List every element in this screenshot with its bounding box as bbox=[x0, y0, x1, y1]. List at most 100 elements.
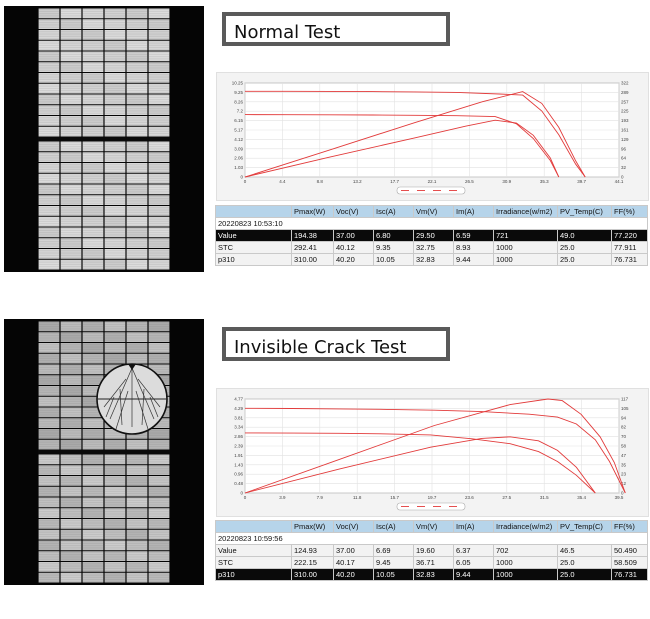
el-cell bbox=[60, 94, 82, 105]
table-header-cell: Isc(A) bbox=[373, 205, 414, 218]
el-cell bbox=[60, 19, 82, 29]
el-cell bbox=[60, 418, 82, 428]
x-tick-label: 3.9 bbox=[279, 495, 286, 500]
el-cell bbox=[126, 529, 148, 540]
el-cell bbox=[38, 486, 60, 497]
el-cell bbox=[60, 364, 82, 375]
el-cell bbox=[104, 206, 126, 216]
el-cell bbox=[38, 163, 60, 173]
el-cell bbox=[82, 407, 104, 418]
el-image-crack bbox=[4, 319, 204, 585]
el-cell bbox=[148, 259, 170, 270]
el-cell bbox=[148, 238, 170, 248]
x-tick-label: 4.4 bbox=[279, 179, 286, 184]
el-cell bbox=[60, 105, 82, 115]
x-tick-label: 8.8 bbox=[317, 179, 324, 184]
x-tick-label: 44.1 bbox=[615, 179, 624, 184]
el-cell bbox=[82, 551, 104, 561]
el-cell bbox=[82, 353, 104, 364]
el-cell bbox=[126, 94, 148, 105]
el-cell bbox=[60, 227, 82, 238]
table-cell: 76.731 bbox=[611, 253, 648, 266]
iv-chart-svg-normal: 0 4.4 8.8 13.2 17.7 22.1 26.5 30.9 35.3 39.7 44.10… bbox=[232, 81, 629, 195]
table-cell: 25.0 bbox=[557, 241, 612, 254]
table-cell: 76.731 bbox=[611, 568, 648, 581]
el-cell bbox=[126, 216, 148, 227]
y-left-tick-label: 2.39 bbox=[234, 444, 243, 449]
el-cell bbox=[60, 249, 82, 259]
el-cell bbox=[104, 343, 126, 353]
el-cell bbox=[82, 375, 104, 385]
el-cell bbox=[126, 195, 148, 205]
el-cell bbox=[60, 184, 82, 195]
el-cell bbox=[104, 332, 126, 342]
el-cell bbox=[38, 321, 60, 332]
el-cell bbox=[104, 105, 126, 115]
el-cell bbox=[148, 364, 170, 375]
el-cell bbox=[60, 529, 82, 540]
el-cell bbox=[38, 116, 60, 126]
title-box-crack: Invisible Crack Test bbox=[222, 327, 450, 361]
el-cell bbox=[38, 19, 60, 29]
el-cell bbox=[82, 429, 104, 439]
y-right-tick-label: 225 bbox=[621, 109, 629, 114]
y-left-tick-label: 1.43 bbox=[234, 462, 243, 467]
el-cell bbox=[126, 62, 148, 72]
el-cell bbox=[60, 321, 82, 332]
table-header-cell: PV_Temp(C) bbox=[557, 520, 612, 533]
el-cell bbox=[60, 454, 82, 465]
el-cell bbox=[148, 540, 170, 551]
el-module-crack bbox=[4, 319, 204, 585]
el-cell bbox=[82, 216, 104, 227]
table-cell: 9.45 bbox=[373, 556, 414, 569]
crack-line bbox=[149, 396, 159, 418]
y-right-tick-label: 82 bbox=[621, 425, 627, 430]
table-cell: 1000 bbox=[493, 253, 558, 266]
table-header-cell: Pmax(W) bbox=[291, 520, 334, 533]
table-cell: 77.220 bbox=[611, 229, 648, 242]
el-cell bbox=[104, 195, 126, 205]
y-right-tick-label: 35 bbox=[621, 462, 627, 467]
table-cell: 40.17 bbox=[333, 556, 374, 569]
el-cell bbox=[60, 62, 82, 72]
el-cell bbox=[82, 73, 104, 83]
el-cell bbox=[38, 551, 60, 561]
y-left-tick-label: 6.15 bbox=[234, 118, 243, 123]
table-cell: 9.44 bbox=[453, 568, 494, 581]
table-cell: 50.490 bbox=[611, 544, 648, 557]
el-cell bbox=[60, 152, 82, 162]
table-cell: p310 bbox=[215, 253, 292, 266]
el-cell bbox=[126, 8, 148, 19]
y-left-tick-label: 8.26 bbox=[234, 99, 243, 104]
el-cell bbox=[126, 454, 148, 465]
el-cell bbox=[82, 572, 104, 583]
y-right-tick-label: 117 bbox=[621, 397, 629, 402]
el-cell bbox=[82, 105, 104, 115]
el-cell bbox=[60, 332, 82, 342]
el-cell bbox=[38, 216, 60, 227]
y-left-tick-label: 0 bbox=[240, 175, 243, 180]
el-cell bbox=[148, 343, 170, 353]
el-cell bbox=[38, 30, 60, 40]
el-cell bbox=[148, 332, 170, 342]
el-cell bbox=[148, 562, 170, 572]
table-cell: STC bbox=[215, 556, 292, 569]
table-header-row: Pmax(W) Voc(V) Isc(A) Vm(V) Im(A) Irradiance(… bbox=[215, 205, 648, 218]
el-cell bbox=[104, 152, 126, 162]
el-cell bbox=[38, 94, 60, 105]
el-cell bbox=[38, 429, 60, 439]
el-cell bbox=[82, 321, 104, 332]
el-cell bbox=[148, 105, 170, 115]
table-header-row: Pmax(W) Voc(V) Isc(A) Vm(V) Im(A) Irradiance(… bbox=[215, 520, 648, 533]
el-cell bbox=[38, 206, 60, 216]
el-cell bbox=[38, 195, 60, 205]
table-cell: Value bbox=[215, 229, 292, 242]
el-cell bbox=[126, 439, 148, 450]
table-header-cell bbox=[215, 205, 292, 218]
el-cell bbox=[82, 519, 104, 529]
el-cell bbox=[60, 551, 82, 561]
table-header-cell: Irradiance(w/m2) bbox=[493, 205, 558, 218]
el-cell bbox=[38, 364, 60, 375]
el-cell bbox=[38, 529, 60, 540]
y-left-tick-label: 1.03 bbox=[234, 165, 243, 170]
